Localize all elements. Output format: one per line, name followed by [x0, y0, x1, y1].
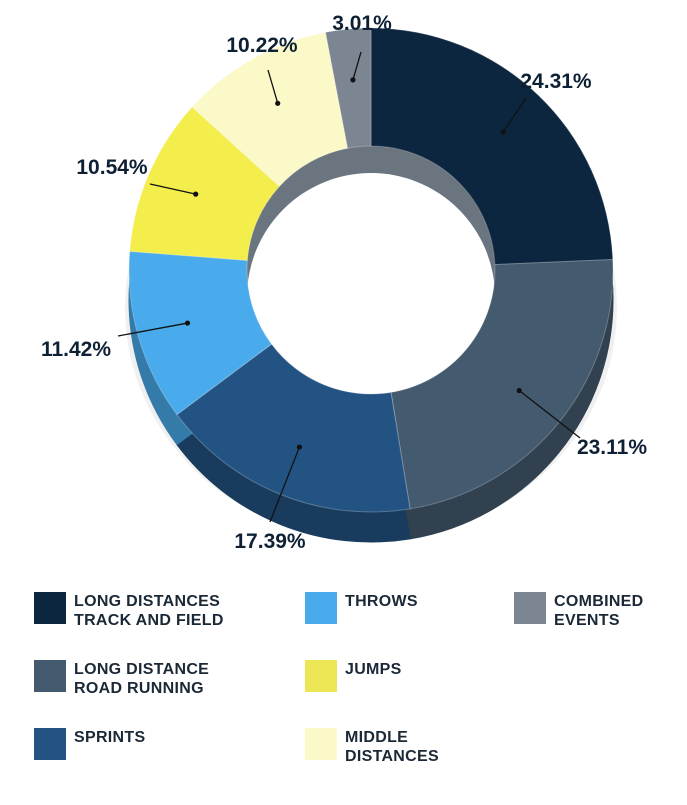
leader-dot-6: [350, 77, 356, 83]
legend-item-1: LONG DISTANCE ROAD RUNNING: [34, 660, 234, 698]
legend-swatch-3: [305, 592, 337, 624]
legend-swatch-6: [514, 592, 546, 624]
leader-dot-5: [275, 100, 281, 106]
data-label-3: 11.42%: [41, 338, 111, 361]
data-label-1: 23.11%: [577, 436, 647, 459]
data-label-0: 24.31%: [520, 70, 592, 93]
legend-label-line1: SPRINTS: [74, 729, 146, 746]
leader-line-3: [117, 322, 188, 337]
legend-label-line1: LONG DISTANCES: [74, 593, 221, 610]
legend-swatch-4: [305, 660, 337, 692]
leader-line-0: [502, 97, 527, 133]
legend-label-6: COMBINED EVENTS: [554, 592, 687, 630]
data-label-6: 3.01%: [332, 12, 392, 35]
legend-swatch-2: [34, 728, 66, 760]
leader-line-5: [267, 69, 279, 104]
donut-slice-1: [390, 258, 614, 510]
leader-dot-1: [516, 387, 522, 394]
donut-slice-3: [128, 250, 273, 416]
legend-swatch-0: [34, 592, 66, 624]
legend-label-line1: THROWS: [345, 593, 418, 610]
donut-slice-2: [176, 343, 411, 513]
donut-chart: 24.31% 23.11% 17.39% 11.42% 10.54% 10.22% 3.01…: [41, 12, 647, 553]
legend-label-line2: ROAD RUNNING: [74, 680, 204, 697]
legend-label-line2: TRACK AND FIELD: [74, 612, 224, 629]
leader-line-2: [269, 446, 301, 523]
leader-dot-3: [184, 320, 191, 326]
leader-dot-4: [193, 191, 199, 197]
donut-hole: [247, 173, 495, 421]
donut-slice-5: [191, 31, 349, 188]
leader-dot-0: [500, 129, 506, 135]
donut-chart-svg: 24.31% 23.11% 17.39% 11.42% 10.54% 10.22% 3.01…: [41, 12, 647, 553]
legend-item-0: LONG DISTANCES TRACK AND FIELD: [34, 592, 234, 630]
legend-item-6: COMBINED EVENTS: [514, 592, 687, 630]
donut-slice-0: [370, 27, 614, 266]
legend-label-line1: LONG DISTANCE: [74, 661, 210, 678]
leader-line-6: [352, 51, 362, 81]
legend-label-4: JUMPS: [345, 660, 505, 679]
data-label-5: 10.22%: [226, 34, 298, 57]
legend-item-3: THROWS: [305, 592, 505, 624]
legend-swatch-5: [305, 728, 337, 760]
donut-slice-4: [129, 106, 281, 261]
leader-dot-2: [296, 444, 303, 450]
legend-swatch-1: [34, 660, 66, 692]
leader-line-4: [149, 183, 196, 195]
legend-item-4: JUMPS: [305, 660, 505, 692]
legend-label-3: THROWS: [345, 592, 505, 611]
legend-label-0: LONG DISTANCES TRACK AND FIELD: [74, 592, 234, 630]
legend-label-line1: MIDDLE: [345, 729, 409, 746]
legend-label-line1: COMBINED: [554, 593, 644, 610]
legend-label-5: MIDDLE DISTANCES: [345, 728, 505, 766]
legend-item-2: SPRINTS: [34, 728, 234, 760]
data-label-2: 17.39%: [234, 530, 306, 553]
legend-label-1: LONG DISTANCE ROAD RUNNING: [74, 660, 234, 698]
chart-legend: LONG DISTANCES TRACK AND FIELD LONG DISTAN…: [0, 580, 687, 805]
legend-item-5: MIDDLE DISTANCES: [305, 728, 505, 766]
legend-label-line1: JUMPS: [345, 661, 402, 678]
legend-label-line2: EVENTS: [554, 612, 620, 629]
legend-label-2: SPRINTS: [74, 728, 234, 747]
legend-label-line2: DISTANCES: [345, 748, 439, 765]
leader-line-1: [518, 389, 581, 439]
data-label-4: 10.54%: [76, 156, 148, 179]
